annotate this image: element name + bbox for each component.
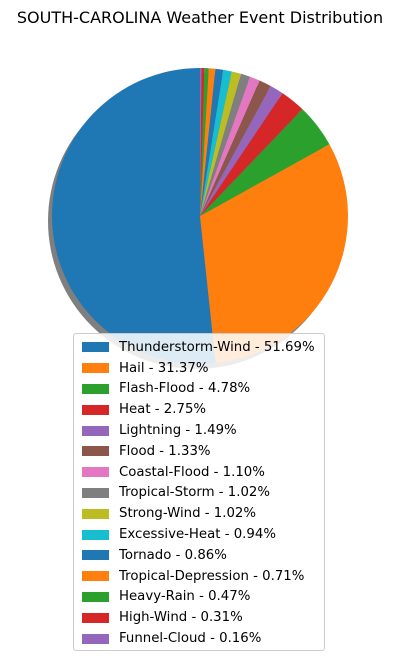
legend-label: Lightning - 1.49%	[119, 423, 237, 438]
legend-item: Heat - 2.75%	[82, 399, 324, 420]
legend-swatch	[82, 530, 109, 540]
legend-item: Hail - 31.37%	[82, 358, 324, 379]
legend-label: Funnel-Cloud - 0.16%	[119, 631, 261, 646]
legend-label: Tropical-Storm - 1.02%	[119, 485, 270, 500]
legend-label: Heavy-Rain - 0.47%	[119, 589, 250, 604]
legend-item: Tornado - 0.86%	[82, 545, 324, 566]
legend-swatch	[82, 467, 109, 477]
legend-item: Coastal-Flood - 1.10%	[82, 462, 324, 483]
legend-swatch	[82, 550, 109, 560]
legend-swatch	[82, 446, 109, 456]
legend-label: Heat - 2.75%	[119, 402, 206, 417]
legend-item: Tropical-Depression - 0.71%	[82, 566, 324, 587]
legend-item: Thunderstorm-Wind - 51.69%	[82, 337, 324, 358]
legend-label: Excessive-Heat - 0.94%	[119, 527, 276, 542]
legend-swatch	[82, 426, 109, 436]
pie-slices	[52, 68, 348, 364]
legend-item: High-Wind - 0.31%	[82, 607, 324, 628]
legend-swatch	[82, 509, 109, 519]
legend-item: Strong-Wind - 1.02%	[82, 503, 324, 524]
legend-swatch	[82, 488, 109, 498]
legend-item: Excessive-Heat - 0.94%	[82, 524, 324, 545]
legend-swatch	[82, 405, 109, 415]
legend-label: Strong-Wind - 1.02%	[119, 506, 256, 521]
legend-swatch	[82, 571, 109, 581]
legend: Thunderstorm-Wind - 51.69% Hail - 31.37% F…	[73, 333, 325, 651]
pie-slice-0	[52, 68, 216, 364]
legend-label: Flash-Flood - 4.78%	[119, 381, 250, 396]
legend-item: Funnel-Cloud - 0.16%	[82, 628, 324, 649]
legend-label: High-Wind - 0.31%	[119, 610, 243, 625]
legend-label: Thunderstorm-Wind - 51.69%	[119, 340, 315, 355]
legend-item: Flood - 1.33%	[82, 441, 324, 462]
legend-swatch	[82, 384, 109, 394]
legend-label: Tropical-Depression - 0.71%	[119, 569, 304, 584]
legend-label: Hail - 31.37%	[119, 361, 209, 376]
legend-swatch	[82, 363, 109, 373]
legend-item: Tropical-Storm - 1.02%	[82, 483, 324, 504]
legend-swatch	[82, 342, 109, 352]
legend-item: Flash-Flood - 4.78%	[82, 379, 324, 400]
legend-swatch	[82, 634, 109, 644]
legend-swatch	[82, 592, 109, 602]
legend-item: Lightning - 1.49%	[82, 420, 324, 441]
legend-label: Tornado - 0.86%	[119, 548, 227, 563]
legend-label: Coastal-Flood - 1.10%	[119, 465, 265, 480]
legend-swatch	[82, 613, 109, 623]
legend-item: Heavy-Rain - 0.47%	[82, 587, 324, 608]
legend-label: Flood - 1.33%	[119, 444, 211, 459]
